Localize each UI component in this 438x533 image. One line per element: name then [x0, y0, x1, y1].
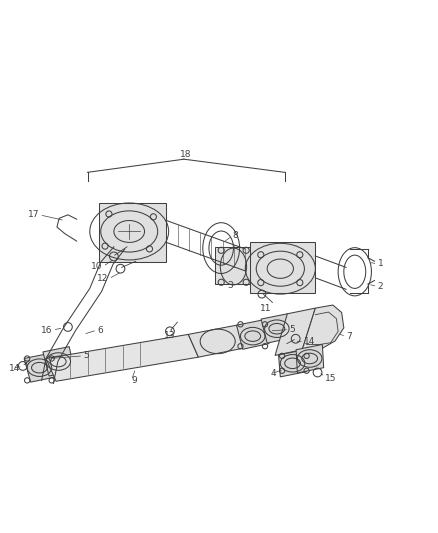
Polygon shape	[261, 314, 293, 343]
Polygon shape	[275, 308, 315, 356]
Polygon shape	[237, 320, 269, 349]
Text: 10: 10	[92, 262, 103, 271]
Text: 11: 11	[260, 304, 271, 313]
Text: 4: 4	[271, 369, 276, 378]
Text: 14: 14	[304, 337, 315, 346]
Text: 6: 6	[97, 326, 103, 335]
Polygon shape	[46, 334, 198, 381]
Polygon shape	[99, 203, 166, 262]
Polygon shape	[296, 344, 324, 373]
Text: 1: 1	[378, 260, 383, 269]
Text: 15: 15	[325, 374, 336, 383]
Text: 5: 5	[289, 325, 295, 334]
Text: 2: 2	[378, 282, 383, 291]
Text: 14: 14	[9, 364, 20, 373]
Text: 3: 3	[228, 281, 233, 290]
Polygon shape	[43, 346, 74, 376]
Polygon shape	[250, 243, 315, 293]
Polygon shape	[215, 247, 252, 284]
Polygon shape	[188, 325, 247, 357]
Text: 9: 9	[131, 376, 137, 385]
Text: 7: 7	[346, 332, 352, 341]
Text: 13: 13	[164, 331, 176, 340]
Text: 17: 17	[28, 211, 39, 219]
Text: 8: 8	[232, 231, 238, 240]
Polygon shape	[24, 353, 56, 382]
Polygon shape	[302, 305, 344, 350]
Text: 5: 5	[83, 351, 89, 360]
Text: 16: 16	[41, 326, 53, 335]
Text: 18: 18	[180, 150, 191, 159]
Text: 12: 12	[97, 274, 109, 283]
Polygon shape	[279, 350, 307, 377]
